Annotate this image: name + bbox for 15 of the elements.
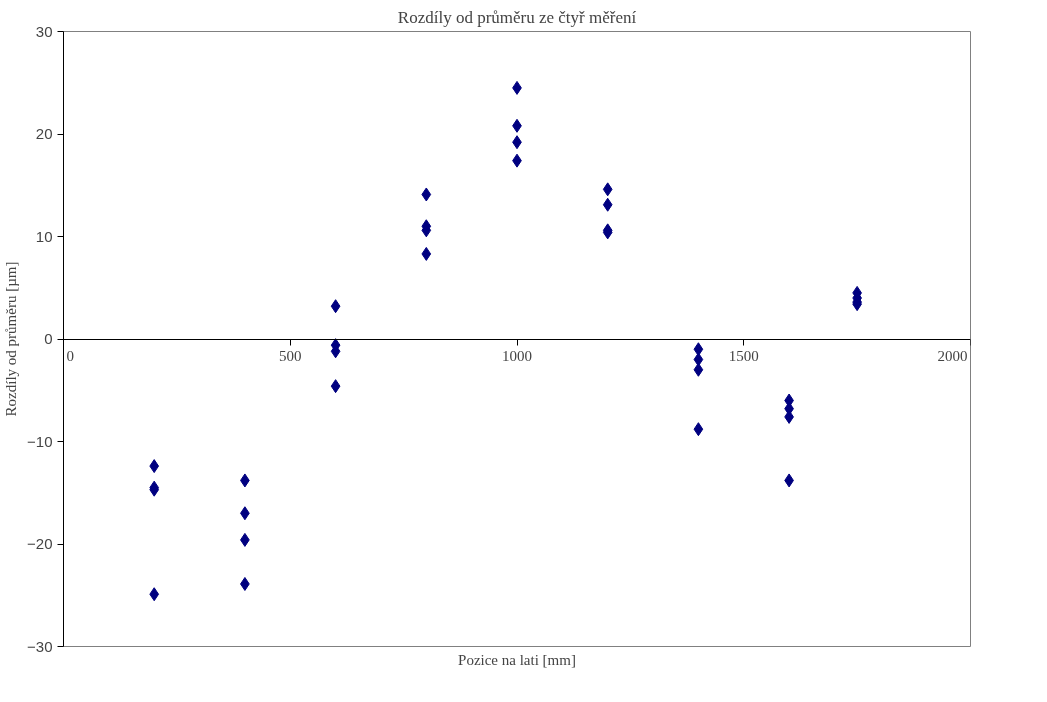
y-tick-label: 0 xyxy=(44,330,53,347)
y-tick-label: −20 xyxy=(27,535,53,552)
chart-title: Rozdíly od průměru ze čtyř měření xyxy=(397,7,637,27)
x-tick-label: 500 xyxy=(279,348,302,364)
y-axis-title: Rozdíly od průměru [µm] xyxy=(3,261,20,417)
x-tick-label: 1500 xyxy=(728,348,759,364)
x-tick-label: 1000 xyxy=(502,348,532,364)
y-tick-label: −10 xyxy=(27,432,53,450)
x-axis-title: Pozice na lati [mm] xyxy=(458,651,576,668)
y-tick-label: 20 xyxy=(35,125,53,142)
x-tick-label: 0 xyxy=(66,348,74,364)
x-tick-label: 2000 xyxy=(937,348,968,364)
y-tick-label: 10 xyxy=(35,227,53,245)
y-tick-label: 30 xyxy=(35,22,53,40)
y-tick-label: −30 xyxy=(27,637,53,655)
